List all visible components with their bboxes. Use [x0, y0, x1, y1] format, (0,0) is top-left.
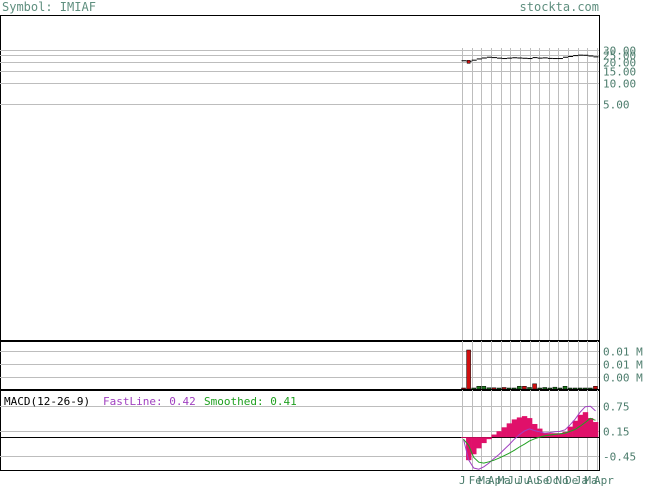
grid-lines	[0, 48, 599, 470]
volume-bar	[557, 387, 563, 390]
price-tick-label: 10.00	[603, 78, 636, 91]
volume-bar	[466, 349, 471, 390]
volume-bar	[527, 387, 532, 390]
x-tick-label: Ma	[478, 474, 491, 486]
macd-histogram-bar	[476, 437, 482, 449]
x-tick-label: Oc	[546, 474, 559, 486]
volume-bar	[562, 386, 568, 390]
volume-bar	[481, 386, 487, 390]
volume-bar	[577, 387, 583, 390]
macd-panel-frame	[0, 390, 600, 471]
macd-histogram-bar	[516, 417, 523, 438]
x-tick-label: Apr	[594, 474, 614, 486]
volume-bar	[547, 387, 553, 390]
macd-tick-label: 0.75	[603, 401, 630, 414]
volume-bar	[567, 387, 573, 390]
price-tick-label: 30.00	[603, 45, 636, 58]
price-panel-frame	[0, 15, 600, 341]
site-label: stockta.com	[519, 0, 599, 14]
macd-histogram-bar	[542, 432, 548, 438]
x-tick-label: Ma	[498, 474, 511, 486]
volume-bar	[486, 387, 492, 390]
macd-histogram-bar	[552, 433, 558, 438]
macd-tick-label: -0.45	[603, 451, 636, 464]
volume-tick-label: 0.01 M	[603, 346, 643, 359]
macd-fastline	[463, 405, 596, 470]
macd-histogram-bar	[461, 437, 467, 438]
volume-bar	[512, 387, 517, 390]
x-tick-label: De	[565, 474, 578, 486]
macd-histogram-bar	[582, 412, 589, 438]
x-tick-label: Apr	[488, 474, 508, 486]
volume-bar	[522, 386, 527, 390]
macd-histogram-bar	[511, 419, 518, 438]
volume-bar	[476, 386, 482, 390]
volume-bar	[588, 387, 593, 390]
macd-title: MACD(12-26-9)	[4, 395, 90, 408]
macd-smoothed-line	[463, 417, 596, 464]
macd-smoothed-label: Smoothed: 0.41	[204, 395, 297, 408]
price-series	[461, 54, 599, 64]
x-tick-label: Se	[536, 474, 549, 486]
volume-tick-label: 0.01 M	[603, 359, 643, 372]
x-tick-label: Ja	[575, 474, 588, 486]
x-tick-label: J	[459, 474, 466, 486]
volume-bar	[471, 387, 476, 390]
macd-histogram-bar	[496, 431, 502, 438]
price-tick-label: 25.00	[603, 50, 636, 63]
x-tick-label: Ju	[507, 474, 520, 486]
macd-histogram-bar	[562, 431, 568, 438]
volume-bar	[572, 387, 578, 390]
volume-series	[461, 349, 598, 390]
macd-histogram-bar	[587, 418, 594, 438]
macd-histogram-bar	[491, 434, 497, 438]
volume-bar	[583, 387, 588, 390]
volume-bar	[506, 387, 512, 390]
macd-histogram-bar	[486, 437, 492, 440]
volume-bar	[461, 387, 466, 390]
volume-bar	[517, 386, 522, 390]
price-tick-label: 15.00	[603, 66, 636, 79]
macd-histogram-bar	[592, 422, 599, 438]
price-candle	[466, 60, 471, 64]
symbol-label: Symbol: IMIAF	[2, 0, 96, 14]
price-tick-label: 20.00	[603, 57, 636, 70]
x-tick-label: No	[555, 474, 568, 486]
price-tick-label: 5.00	[603, 99, 630, 112]
volume-bar	[537, 387, 542, 390]
volume-bar	[491, 387, 497, 390]
macd-histogram-bar	[466, 437, 472, 461]
macd-series	[461, 405, 599, 470]
panel-frames	[0, 15, 600, 471]
macd-histogram-bar	[506, 423, 513, 438]
macd-histogram-bar	[526, 418, 533, 438]
volume-tick-label: 0.00 M	[603, 372, 643, 385]
volume-bar	[552, 386, 558, 390]
x-tick-label: Au	[527, 474, 540, 486]
macd-fastline-label: FastLine: 0.42	[103, 395, 196, 408]
volume-bar	[593, 386, 598, 390]
x-tick-label: Fe	[469, 474, 482, 486]
volume-panel-frame	[0, 341, 600, 390]
macd-histogram-bar	[557, 433, 563, 438]
macd-histogram-bar	[567, 426, 573, 438]
volume-bar	[532, 383, 537, 390]
x-tick-label: Ju	[517, 474, 530, 486]
macd-histogram-bar	[481, 437, 487, 444]
macd-histogram-bar	[537, 428, 543, 438]
volume-bar	[542, 387, 547, 390]
macd-tick-label: 0.15	[603, 426, 630, 439]
x-tick-label: Ma	[584, 474, 597, 486]
macd-histogram-bar	[471, 437, 477, 455]
volume-bar	[501, 387, 507, 390]
volume-bar	[496, 387, 502, 390]
macd-histogram-bar	[501, 427, 507, 438]
macd-histogram-bar	[521, 416, 528, 438]
